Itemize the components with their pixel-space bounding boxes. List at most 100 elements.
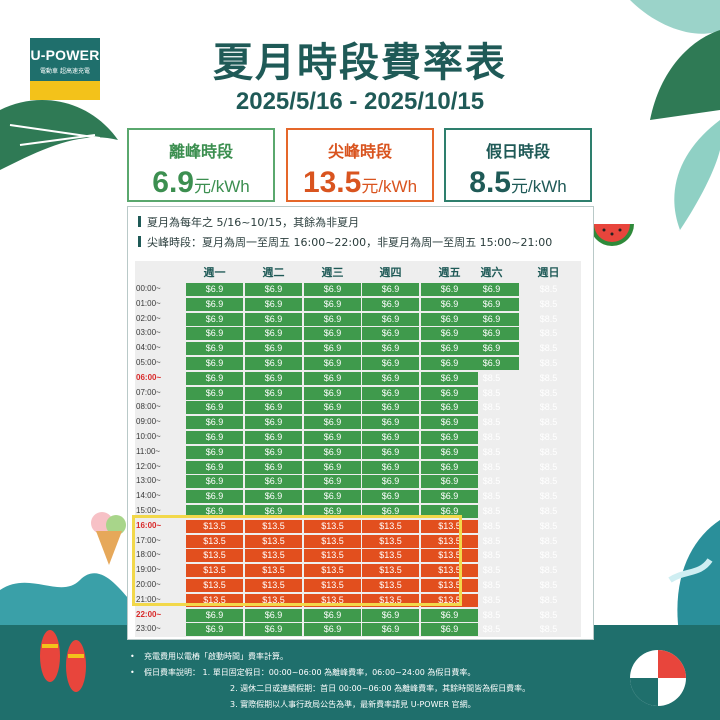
rate-cell: $13.5 [245,564,302,578]
time-label: 12:00~ [136,461,161,471]
rate-cell: $8.5 [539,461,558,472]
time-label: 15:00~ [136,506,161,515]
rate-cell: $13.5 [186,564,243,578]
rate-cell: $6.9 [304,401,361,415]
brand-logo-bar [30,81,100,100]
time-label: 18:00~ [136,550,161,560]
rate-cell: $8.5 [539,343,558,354]
rate-cell: $6.9 [304,386,361,400]
rate-cell: $6.9 [304,312,361,326]
rate-cell: $6.9 [304,431,361,444]
rate-cell: $6.9 [362,297,419,311]
rate-cell: $6.9 [464,283,519,296]
time-label: 21:00~ [136,594,161,604]
bottom-band [0,625,720,720]
rate-unit: 元/kWh [510,177,567,196]
rate-cell: $13.5 [362,519,419,533]
rate-cell: $6.9 [186,401,243,415]
rate-cell: $8.5 [482,402,501,413]
rate-cell: $6.9 [245,445,302,459]
rate-cell: $13.5 [421,534,478,548]
rate-cell: $6.9 [421,460,478,474]
rate-cell: $6.9 [245,371,302,385]
watermelon-icon [590,224,634,246]
rate-cell: $6.9 [421,475,478,489]
day-header: 週三 [321,266,344,279]
rate-cell: $6.9 [304,357,361,370]
rate-cell: $6.9 [421,431,478,444]
rate-cell: $8.5 [539,432,558,442]
rate-cell: $6.9 [245,283,302,296]
rate-cell: $8.5 [539,550,558,561]
sandals-icon [40,630,86,692]
rate-cell: $6.9 [304,623,361,637]
rate-cell: $6.9 [421,505,478,518]
rate-cell: $8.5 [482,372,501,383]
rate-label: 離峰時段 [168,142,233,161]
rate-cell: $8.5 [482,491,501,502]
rate-cell: $13.5 [186,519,243,533]
rate-cell: $6.9 [362,312,419,326]
rate-cell: $13.5 [421,549,478,563]
rate-cell: $13.5 [245,549,302,563]
rate-cell: $6.9 [362,283,419,296]
rate-cell: $6.9 [304,342,361,356]
rate-cell: $6.9 [421,608,478,622]
date-range: 2025/5/16 - 2025/10/15 [235,88,485,115]
rate-cell: $13.5 [421,564,478,578]
rate-cell: $6.9 [186,327,243,341]
rate-cell: $8.5 [482,461,501,472]
brand-name: U-POWER [30,47,100,63]
rate-cell: $8.5 [539,476,558,487]
rate-cell: $6.9 [362,401,419,415]
time-label: 03:00~ [136,328,161,338]
footnotes: • 充電費用以電樁「啟動時間」費率計算。 • 假日費率說明： 1. 單日固定假日：0… [130,649,530,713]
rate-cell: $8.5 [539,372,558,383]
rate-cell: $8.5 [539,358,558,368]
rate-cell: $6.9 [421,401,478,415]
rate-cell: $6.9 [245,490,302,504]
notes: 夏月為每年之 5/16~10/15，其餘為非夏月 尖峰時段：夏月為周一至周五 1… [138,213,552,253]
beach-ball-icon [630,650,686,706]
rate-cell: $8.5 [539,609,558,620]
rate-cell: $6.9 [304,416,361,430]
rate-cell: $6.9 [362,416,419,430]
footnote-item: • 充電費用以電樁「啟動時間」費率計算。 [130,652,288,661]
rate-cell: $6.9 [362,490,419,504]
day-header: 週四 [379,266,402,279]
rate-cell: $13.5 [186,549,243,563]
rate-cell: $8.5 [482,565,501,576]
rate-cell: $13.5 [245,519,302,533]
rate-cell: $6.9 [186,475,243,489]
rate-cell: $8.5 [539,594,558,605]
rate-cell: $8.5 [482,580,501,590]
time-label: 08:00~ [136,402,161,412]
rate-cell: $6.9 [186,460,243,474]
rate-cell: $6.9 [421,283,478,296]
rate-cell: $13.5 [304,519,361,533]
rate-cell: $6.9 [245,505,302,518]
rate-cell: $8.5 [482,520,501,531]
footnote-item: 3. 實際假期以人事行政局公告為準，最新費率請見 U-POWER 官網。 [230,700,476,709]
rate-cell: $6.9 [304,460,361,474]
time-label: 06:00~ [136,372,162,382]
time-label: 05:00~ [136,358,161,367]
day-header: 週一 [203,266,226,279]
rate-cell: $13.5 [186,534,243,548]
rate-cell: $13.5 [304,579,361,592]
rate-cell: $6.9 [464,357,519,370]
rate-cell: $8.5 [539,298,558,309]
wave-right-icon [668,520,720,640]
rate-cell: $6.9 [245,608,302,622]
rate-cell: $6.9 [186,312,243,326]
rate-card-peak: 尖峰時段 13.5元/kWh [286,128,434,202]
rate-cell: $8.5 [539,402,558,413]
rate-cell: $8.5 [539,624,558,635]
rate-cell: $6.9 [362,342,419,356]
rate-cell: $6.9 [304,505,361,518]
rate-cell: $6.9 [186,342,243,356]
rate-cell: $13.5 [304,549,361,563]
rate-cell: $6.9 [421,297,478,311]
rate-cell: $8.5 [482,476,501,487]
rate-cell: $8.5 [482,535,501,546]
